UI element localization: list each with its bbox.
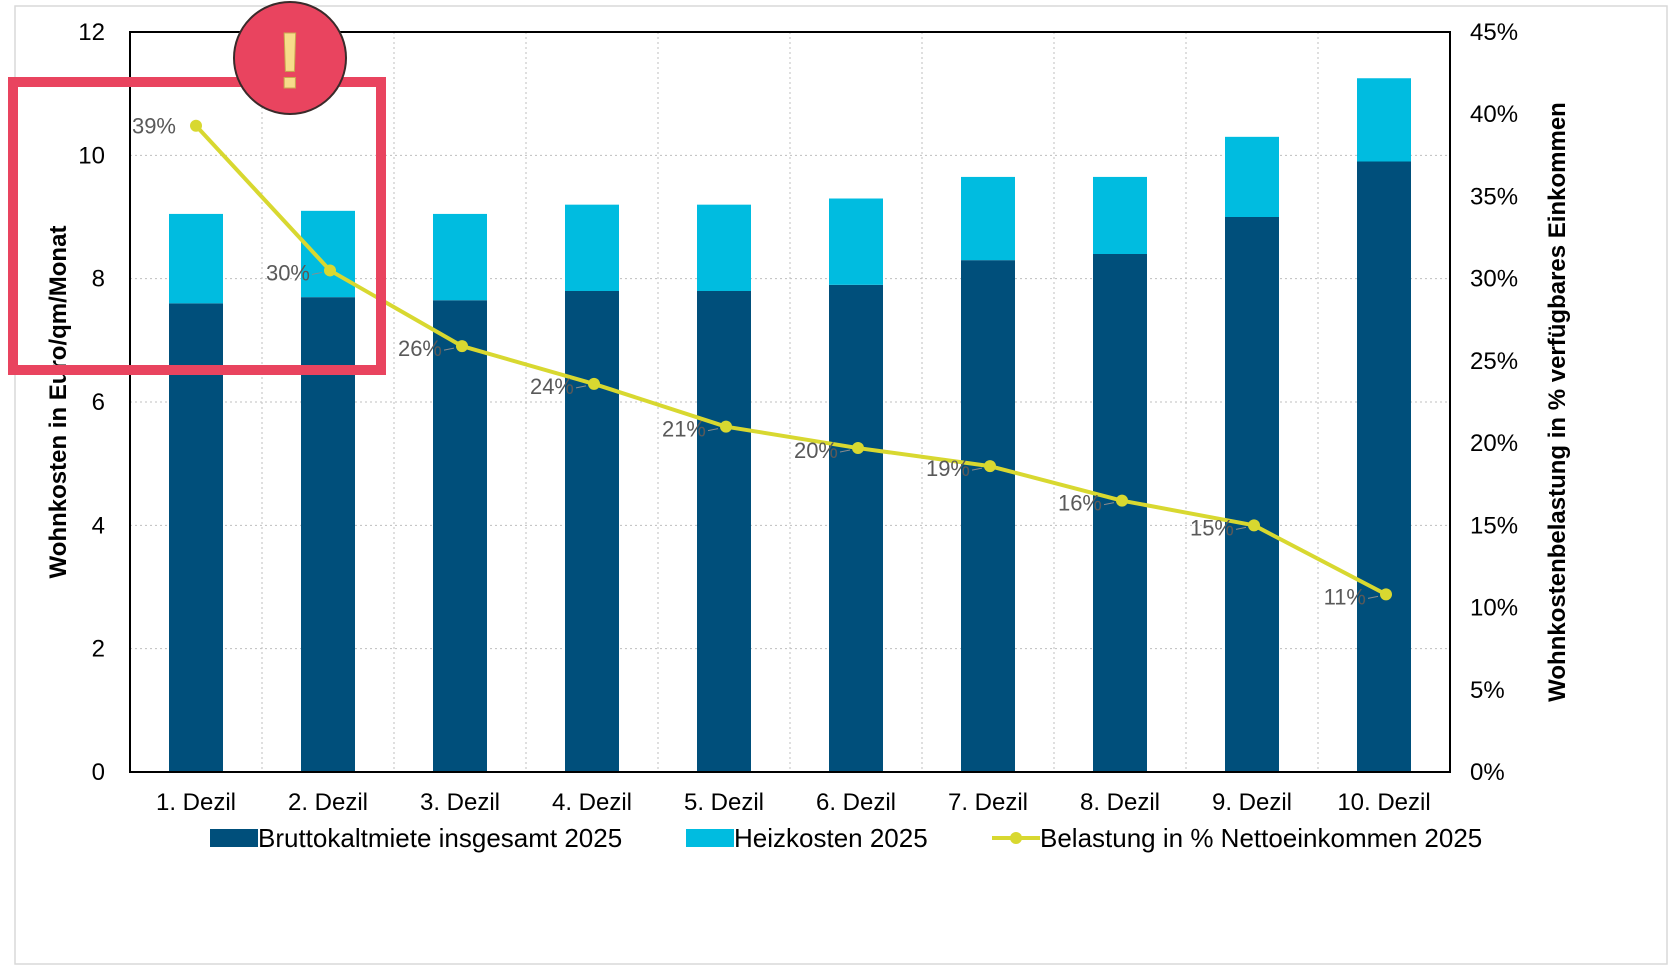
- left-tick-label: 6: [92, 389, 105, 416]
- line-layer: 39% 30% 26% 24% 21% 20% 19% 16% 15% 11%: [132, 114, 1392, 609]
- data-label: 19%: [926, 456, 970, 481]
- bar-bruttokaltmiete: [1357, 161, 1411, 772]
- bar-bruttokaltmiete: [961, 260, 1015, 772]
- x-tick-label: 7. Dezil: [948, 789, 1028, 816]
- right-tick-label: 0%: [1470, 759, 1505, 786]
- data-label-leader: [839, 449, 851, 453]
- left-tick-label: 4: [92, 512, 105, 539]
- right-tick-label: 10%: [1470, 595, 1518, 622]
- x-axis-ticks: 1. Dezil 2. Dezil 3. Dezil 4. Dezil 5. Dezil…: [156, 789, 1431, 816]
- bar-bruttokaltmiete: [1225, 217, 1279, 772]
- data-label: 11%: [1324, 584, 1366, 609]
- bar-bruttokaltmiete: [301, 297, 355, 772]
- left-axis-title: Wohnkosten in Euro/qm/Monat: [45, 226, 72, 579]
- data-label: 39%: [132, 114, 176, 139]
- bar-bruttokaltmiete: [433, 300, 487, 772]
- x-tick-label: 9. Dezil: [1212, 789, 1292, 816]
- bar-bruttokaltmiete: [1093, 254, 1147, 772]
- bar-heizkosten: [697, 204, 751, 291]
- right-tick-label: 15%: [1470, 512, 1518, 539]
- data-label-leader: [575, 385, 587, 389]
- legend: Bruttokaltmiete insgesamt 2025 Heizkosten…: [210, 823, 1482, 853]
- legend-marker-belastung: [1010, 832, 1022, 844]
- right-tick-label: 5%: [1470, 677, 1505, 704]
- legend-label-bruttokaltmiete: Bruttokaltmiete insgesamt 2025: [258, 823, 622, 853]
- bar-heizkosten: [433, 213, 487, 301]
- line-marker: [852, 442, 864, 455]
- bar-heizkosten: [1225, 136, 1279, 217]
- data-label: 16%: [1058, 491, 1102, 516]
- legend-label-belastung: Belastung in % Nettoeinkommen 2025: [1040, 823, 1482, 853]
- data-label-leader: [1367, 595, 1379, 599]
- data-label-leader: [971, 467, 983, 471]
- legend-swatch-heizkosten: [686, 829, 734, 847]
- highlight-box: [8, 77, 386, 375]
- x-tick-label: 8. Dezil: [1080, 789, 1160, 816]
- bar-heizkosten: [565, 204, 619, 291]
- left-tick-label: 8: [92, 266, 105, 293]
- line-marker: [588, 377, 600, 390]
- line-marker: [984, 460, 996, 473]
- data-label-leader: [311, 271, 323, 275]
- bar-heizkosten: [1093, 176, 1147, 254]
- bar-bruttokaltmiete: [697, 291, 751, 772]
- data-label: 30%: [266, 260, 310, 285]
- data-label-leader: [1103, 502, 1115, 506]
- x-tick-label: 5. Dezil: [684, 789, 764, 816]
- x-tick-label: 10. Dezil: [1337, 789, 1430, 816]
- bar-bruttokaltmiete: [829, 284, 883, 772]
- data-label: 20%: [794, 438, 838, 463]
- bar-heizkosten: [1357, 78, 1411, 162]
- data-label: 24%: [530, 374, 574, 399]
- warning-annotation: !: [8, 1, 386, 375]
- left-tick-label: 12: [78, 19, 105, 46]
- line-marker: [1380, 588, 1392, 601]
- bar-heizkosten: [829, 198, 883, 285]
- x-tick-label: 3. Dezil: [420, 789, 500, 816]
- right-tick-label: 35%: [1470, 183, 1518, 210]
- left-axis-ticks: 0 2 4 6 8 10 12: [78, 19, 105, 786]
- line-marker: [1116, 494, 1128, 507]
- line-marker: [324, 264, 336, 277]
- left-tick-label: 2: [92, 636, 105, 663]
- legend-swatch-bruttokaltmiete: [210, 829, 258, 847]
- data-label: 15%: [1190, 515, 1234, 540]
- right-tick-label: 30%: [1470, 266, 1518, 293]
- left-tick-label: 10: [78, 142, 105, 169]
- data-label: 26%: [398, 336, 442, 361]
- right-axis-title: Wohnkostenbelastung in % verfügbares Ein…: [1544, 102, 1571, 702]
- right-axis-ticks: 0% 5% 10% 15% 20% 25% 30% 35% 40% 45%: [1470, 19, 1518, 786]
- data-label-leader: [1235, 526, 1247, 530]
- bar-layer: [169, 78, 1411, 772]
- exclamation-icon: !: [277, 16, 304, 105]
- right-tick-label: 40%: [1470, 101, 1518, 128]
- plot-area-border: [129, 31, 1451, 773]
- x-tick-label: 6. Dezil: [816, 789, 896, 816]
- line-marker: [456, 340, 468, 353]
- line-marker: [720, 420, 732, 433]
- x-tick-label: 4. Dezil: [552, 789, 632, 816]
- bar-heizkosten: [301, 210, 355, 298]
- right-tick-label: 45%: [1470, 19, 1518, 46]
- right-tick-label: 25%: [1470, 348, 1518, 375]
- line-marker: [190, 119, 202, 132]
- right-tick-label: 20%: [1470, 430, 1518, 457]
- line-marker: [1248, 519, 1260, 532]
- bar-heizkosten: [961, 176, 1015, 261]
- data-label: 21%: [662, 417, 706, 442]
- warning-badge: [233, 1, 347, 115]
- bar-bruttokaltmiete: [565, 291, 619, 772]
- line-belastung: [194, 124, 1387, 597]
- data-label-leader: [707, 428, 719, 432]
- legend-label-heizkosten: Heizkosten 2025: [734, 823, 928, 853]
- left-tick-label: 0: [92, 759, 105, 786]
- bar-heizkosten: [169, 213, 223, 304]
- x-tick-label: 2. Dezil: [288, 789, 368, 816]
- bar-bruttokaltmiete: [169, 303, 223, 772]
- x-tick-label: 1. Dezil: [156, 789, 236, 816]
- data-label-leader: [443, 347, 455, 351]
